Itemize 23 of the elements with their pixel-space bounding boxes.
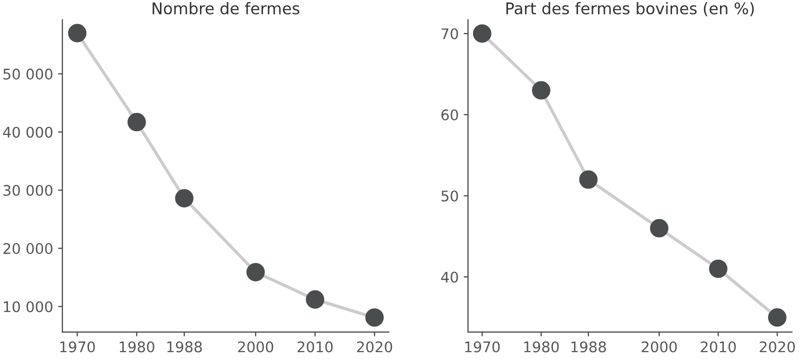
x-tick-label: 2000	[642, 341, 677, 352]
x-tick-label: 2020	[760, 341, 795, 352]
x-tick-label: 2020	[357, 341, 392, 352]
chart-title: Nombre de fermes	[152, 2, 300, 14]
x-tick-label: 1988	[167, 341, 202, 352]
x-tick-label: 2000	[238, 341, 274, 352]
x-tick-label: 1988	[571, 341, 606, 352]
y-tick-label: 30 000	[3, 184, 52, 196]
y-tick-label: 40 000	[3, 126, 52, 138]
y-tick-label: 60	[441, 109, 458, 120]
y-tick-label: 50	[442, 190, 458, 202]
y-tick-label: 20 000	[3, 243, 52, 254]
y-tick-label: 10 000	[4, 301, 52, 312]
y-tick-label: 70	[442, 28, 458, 40]
x-tick-label: 1980	[524, 341, 559, 352]
y-tick-label: 50 000	[3, 68, 52, 80]
x-tick-label: 1970	[465, 341, 500, 352]
x-tick-label: 2010	[700, 341, 736, 352]
x-tick-label: 2010	[298, 341, 333, 352]
x-tick-label: 1980	[120, 341, 154, 352]
y-tick-label: 40	[441, 272, 458, 283]
chart-title: Part des fermes bovines (en %)	[506, 2, 754, 16]
x-tick-label: 1970	[60, 341, 95, 352]
